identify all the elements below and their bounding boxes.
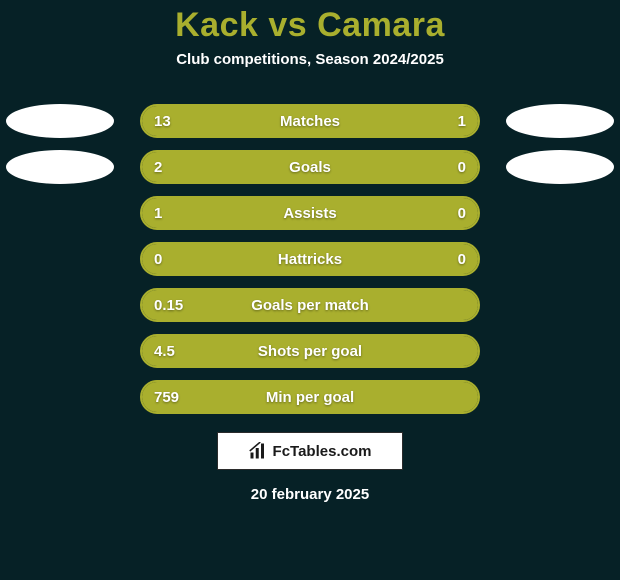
bar-left-fill <box>142 382 478 412</box>
stat-bar: Min per goal759 <box>140 380 480 414</box>
watermark-badge: FcTables.com <box>217 432 403 470</box>
stat-row: Assists10 <box>0 196 620 230</box>
bar-right-fill <box>404 198 478 228</box>
stat-bar: Goals20 <box>140 150 480 184</box>
club-oval-left <box>6 104 114 138</box>
bar-right-fill <box>404 244 478 274</box>
stat-row: Min per goal759 <box>0 380 620 414</box>
stat-bar: Hattricks00 <box>140 242 480 276</box>
bar-left-fill <box>142 198 404 228</box>
comparison-infographic: Kack vs Camara Club competitions, Season… <box>0 0 620 580</box>
bar-left-fill <box>142 290 478 320</box>
bar-left-fill <box>142 152 404 182</box>
stat-bar: Goals per match0.15 <box>140 288 480 322</box>
watermark-text: FcTables.com <box>273 443 372 460</box>
stat-rows: Matches131 Goals20 Assists10 Hattricks00 Goa… <box>0 104 620 414</box>
stat-row: Goals20 <box>0 150 620 184</box>
stat-row: Goals per match0.15 <box>0 288 620 322</box>
stat-row: Hattricks00 <box>0 242 620 276</box>
stat-bar: Assists10 <box>140 196 480 230</box>
bar-chart-icon <box>249 442 267 460</box>
stat-row: Shots per goal4.5 <box>0 334 620 368</box>
bar-right-fill <box>404 152 478 182</box>
bar-left-fill <box>142 106 404 136</box>
club-oval-left <box>6 150 114 184</box>
bar-right-fill <box>404 106 478 136</box>
club-oval-right <box>506 104 614 138</box>
bar-left-fill <box>142 244 404 274</box>
subtitle: Club competitions, Season 2024/2025 <box>0 51 620 68</box>
stat-row: Matches131 <box>0 104 620 138</box>
stat-bar: Shots per goal4.5 <box>140 334 480 368</box>
stat-bar: Matches131 <box>140 104 480 138</box>
club-oval-right <box>506 150 614 184</box>
date-text: 20 february 2025 <box>0 486 620 503</box>
page-title: Kack vs Camara <box>0 6 620 45</box>
bar-left-fill <box>142 336 478 366</box>
